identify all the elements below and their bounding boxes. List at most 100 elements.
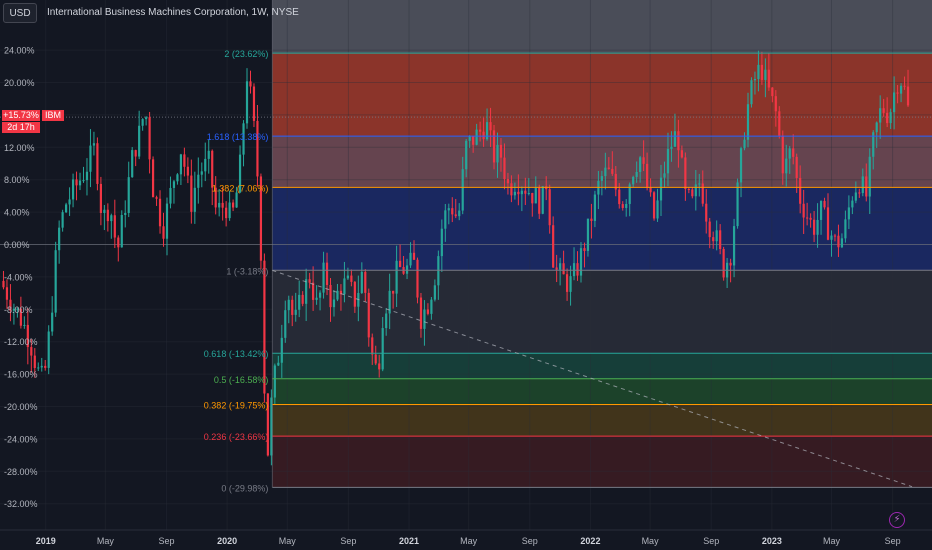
candle-body [872,132,875,157]
candle-body [141,119,144,126]
candle-body [301,294,304,304]
candle-body [218,202,221,208]
candle-body [579,248,583,276]
candle-body [249,81,252,87]
candle-body [193,187,196,212]
candle-body [635,171,638,177]
candle-body [812,219,816,235]
candle-body [475,129,478,145]
candle-body [899,85,903,94]
candle-body [555,267,558,270]
candle-body [103,209,106,214]
candle-body [89,145,92,172]
candle-body [291,299,294,315]
candle-body [684,157,687,190]
candle-body [663,173,666,178]
candle-body [242,123,245,155]
x-axis-tick-label: May [97,536,115,546]
candle-body [771,87,774,97]
candle-body [753,79,757,81]
dashed-trend-line[interactable] [272,269,913,488]
candle-body [656,200,659,219]
y-axis-tick-label: 0.00% [4,240,30,250]
y-axis-tick-label: -12.00% [4,337,38,347]
candle-body [444,210,447,229]
candle-body [65,204,68,213]
candle-body [423,309,426,329]
candle-body [701,183,704,204]
candle-body [322,262,325,293]
candle-body [183,154,186,167]
candle-body [604,167,607,177]
candle-body [169,187,172,204]
y-axis-tick-label: 4.00% [4,208,30,218]
candle-body [360,271,363,294]
fib-level-label-0.382: 0.382 (-19.75%) [204,400,269,410]
candle-body [270,397,273,456]
candle-body [809,217,812,220]
candle-body [739,148,743,183]
currency-button[interactable]: USD [3,3,37,23]
candle-body [611,168,614,174]
candle-body [465,140,468,170]
candle-body [385,313,388,329]
candle-body [26,324,29,348]
candle-body [614,173,617,190]
candle-body [325,262,329,285]
candle-body [743,139,746,149]
candle-body [562,263,565,275]
candle-body [774,96,777,112]
candle-body [792,148,795,157]
candle-body [305,279,308,304]
candle-body [19,308,22,326]
candle-body [204,158,207,172]
candle-body [71,179,75,200]
fib-level-label-0.236: 0.236 (-23.66%) [204,432,269,442]
candle-body [760,64,764,80]
candle-body [78,180,82,186]
candle-body [673,131,677,147]
candle-body [176,174,179,182]
fib-level-label-2: 2 (23.62%) [224,49,268,59]
candle-body [190,175,193,212]
candle-body [162,226,165,239]
candle-body [527,193,530,195]
candle-body [559,263,562,270]
candle-body [197,174,200,188]
candle-body [520,190,523,195]
candle-body [593,194,597,221]
candlestick-series [2,50,910,466]
candle-body [405,265,409,274]
candle-body [524,190,527,194]
candle-body [788,148,791,159]
candle-body [287,299,290,311]
fib-zone-0.236 [272,436,932,488]
candle-body [886,112,889,124]
lightning-icon[interactable]: ⚡ [889,512,905,528]
fibonacci-levels[interactable]: 2 (23.62%) 1.618 (13.38%) 1.382 (7.06%) 1 (… [204,0,932,493]
candle-body [298,294,301,310]
x-axis-tick-label: 2021 [399,536,419,546]
candle-body [346,275,350,279]
fib-zone-top [272,0,932,54]
candle-body [757,64,760,80]
candle-body [16,308,19,310]
candle-body [875,122,878,133]
x-axis-tick-label: 2019 [36,536,56,546]
candle-body [819,200,823,220]
bar-countdown-badge: 2d 17h [2,122,40,133]
candle-body [552,225,555,268]
candle-body [506,179,510,184]
candle-body [708,221,711,238]
trend-line[interactable] [272,269,913,488]
candle-body [712,237,715,242]
candle-body [9,299,12,311]
candle-body [840,238,844,248]
x-axis-tick-label: May [279,536,297,546]
candle-body [513,191,516,196]
candle-body [374,354,377,364]
candle-body [778,111,781,136]
candle-body [263,260,266,394]
candle-body [639,157,642,172]
